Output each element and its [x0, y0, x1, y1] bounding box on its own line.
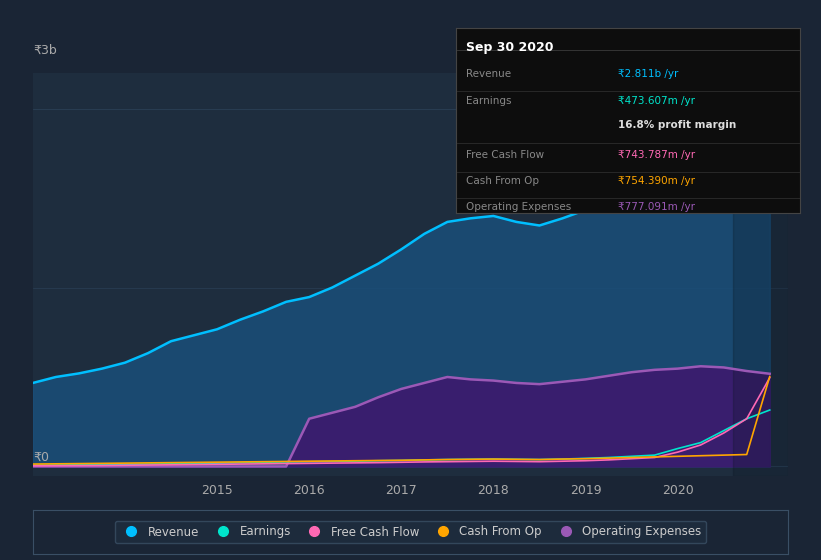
Text: ₹777.091m /yr: ₹777.091m /yr [617, 202, 695, 212]
Text: Earnings: Earnings [466, 96, 511, 106]
Text: Operating Expenses: Operating Expenses [466, 202, 571, 212]
Bar [733, 73, 788, 476]
Text: Revenue: Revenue [466, 69, 511, 78]
Text: ₹2.811b /yr: ₹2.811b /yr [617, 69, 678, 78]
Text: ₹3b: ₹3b [33, 44, 57, 57]
Text: Cash From Op: Cash From Op [466, 176, 539, 186]
Text: ₹0: ₹0 [33, 451, 48, 464]
Text: ₹754.390m /yr: ₹754.390m /yr [617, 176, 695, 186]
Text: Free Cash Flow: Free Cash Flow [466, 150, 544, 160]
Text: Sep 30 2020: Sep 30 2020 [466, 41, 553, 54]
Text: ₹743.787m /yr: ₹743.787m /yr [617, 150, 695, 160]
Legend: Revenue, Earnings, Free Cash Flow, Cash From Op, Operating Expenses: Revenue, Earnings, Free Cash Flow, Cash … [115, 521, 706, 543]
Text: ₹473.607m /yr: ₹473.607m /yr [617, 96, 695, 106]
Text: 16.8% profit margin: 16.8% profit margin [617, 120, 736, 130]
